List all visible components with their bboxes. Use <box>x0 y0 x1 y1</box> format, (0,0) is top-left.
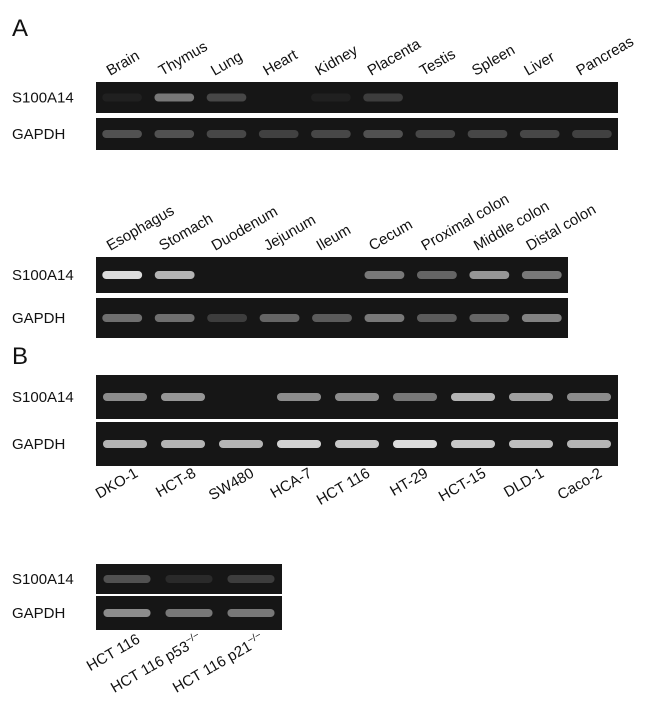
band <box>207 314 247 322</box>
band <box>103 575 150 583</box>
band <box>469 271 509 279</box>
band <box>393 440 437 448</box>
lane-label: Proximal colon <box>418 191 512 255</box>
lane-label: Brain <box>104 47 143 79</box>
band <box>277 440 321 448</box>
band <box>103 393 147 401</box>
band <box>520 130 560 138</box>
lane-label: Testis <box>417 46 459 80</box>
band <box>567 440 611 448</box>
band <box>311 130 351 138</box>
band <box>522 271 562 279</box>
band <box>417 314 457 322</box>
row-label: GAPDH <box>12 126 65 143</box>
lane-label: Lung <box>208 48 245 79</box>
band <box>102 94 142 102</box>
row-label: S100A14 <box>12 267 74 284</box>
lane-label: Ileum <box>314 221 354 254</box>
band <box>161 393 205 401</box>
row-label: GAPDH <box>12 310 65 327</box>
band <box>451 393 495 401</box>
band <box>415 130 455 138</box>
band <box>227 609 274 617</box>
lane-label: HCA-7 <box>268 465 315 502</box>
figure: A B S100A14 GAPDH Brain ThymusLung Heart Kidney… <box>0 0 649 706</box>
band <box>311 94 351 102</box>
lane-label: Thymus <box>156 38 211 79</box>
lane-label: HT-29 <box>387 465 431 500</box>
band <box>509 393 553 401</box>
lane-label: Caco-2 <box>555 465 605 504</box>
band <box>567 393 611 401</box>
lane-label: HCT 116 <box>314 465 373 509</box>
band <box>154 94 194 102</box>
row-label: S100A14 <box>12 389 74 406</box>
band <box>277 393 321 401</box>
band <box>154 130 194 138</box>
lane-label: SW480 <box>206 465 257 504</box>
lane-label: Kidney <box>312 42 361 80</box>
band <box>365 271 405 279</box>
band <box>335 393 379 401</box>
band <box>102 130 142 138</box>
band <box>102 271 142 279</box>
band <box>335 440 379 448</box>
band <box>393 393 437 401</box>
band <box>102 314 142 322</box>
band <box>165 575 212 583</box>
lane-label: Placenta <box>365 35 425 79</box>
lane-label: HCT-15 <box>436 465 489 506</box>
band <box>207 94 247 102</box>
lane-label: Heart <box>260 46 301 79</box>
lane-label: DKO-1 <box>93 465 141 503</box>
row-label: S100A14 <box>12 90 74 107</box>
row-label: GAPDH <box>12 605 65 622</box>
band <box>451 440 495 448</box>
band <box>468 130 508 138</box>
band <box>365 314 405 322</box>
row-label: S100A14 <box>12 571 74 588</box>
row-label: GAPDH <box>12 436 65 453</box>
band <box>363 130 403 138</box>
band <box>260 314 300 322</box>
band <box>509 440 553 448</box>
band <box>363 94 403 102</box>
band <box>207 130 247 138</box>
band <box>522 314 562 322</box>
lane-label: HCT-8 <box>153 465 199 501</box>
lane-label: Pancreas <box>573 33 636 79</box>
band <box>469 314 509 322</box>
lane-label: DLD-1 <box>501 465 547 501</box>
band <box>165 609 212 617</box>
band <box>155 271 195 279</box>
band <box>161 440 205 448</box>
band <box>155 314 195 322</box>
lane-label: Cecum <box>366 216 416 254</box>
band <box>259 130 299 138</box>
panel-label: B <box>12 343 28 370</box>
band <box>417 271 457 279</box>
lane-label: Spleen <box>469 41 518 79</box>
panel-label: A <box>12 15 28 42</box>
band <box>572 130 612 138</box>
band <box>312 314 352 322</box>
band <box>103 609 150 617</box>
band <box>219 440 263 448</box>
band <box>103 440 147 448</box>
lane-label: Liver <box>521 48 558 79</box>
band <box>227 575 274 583</box>
